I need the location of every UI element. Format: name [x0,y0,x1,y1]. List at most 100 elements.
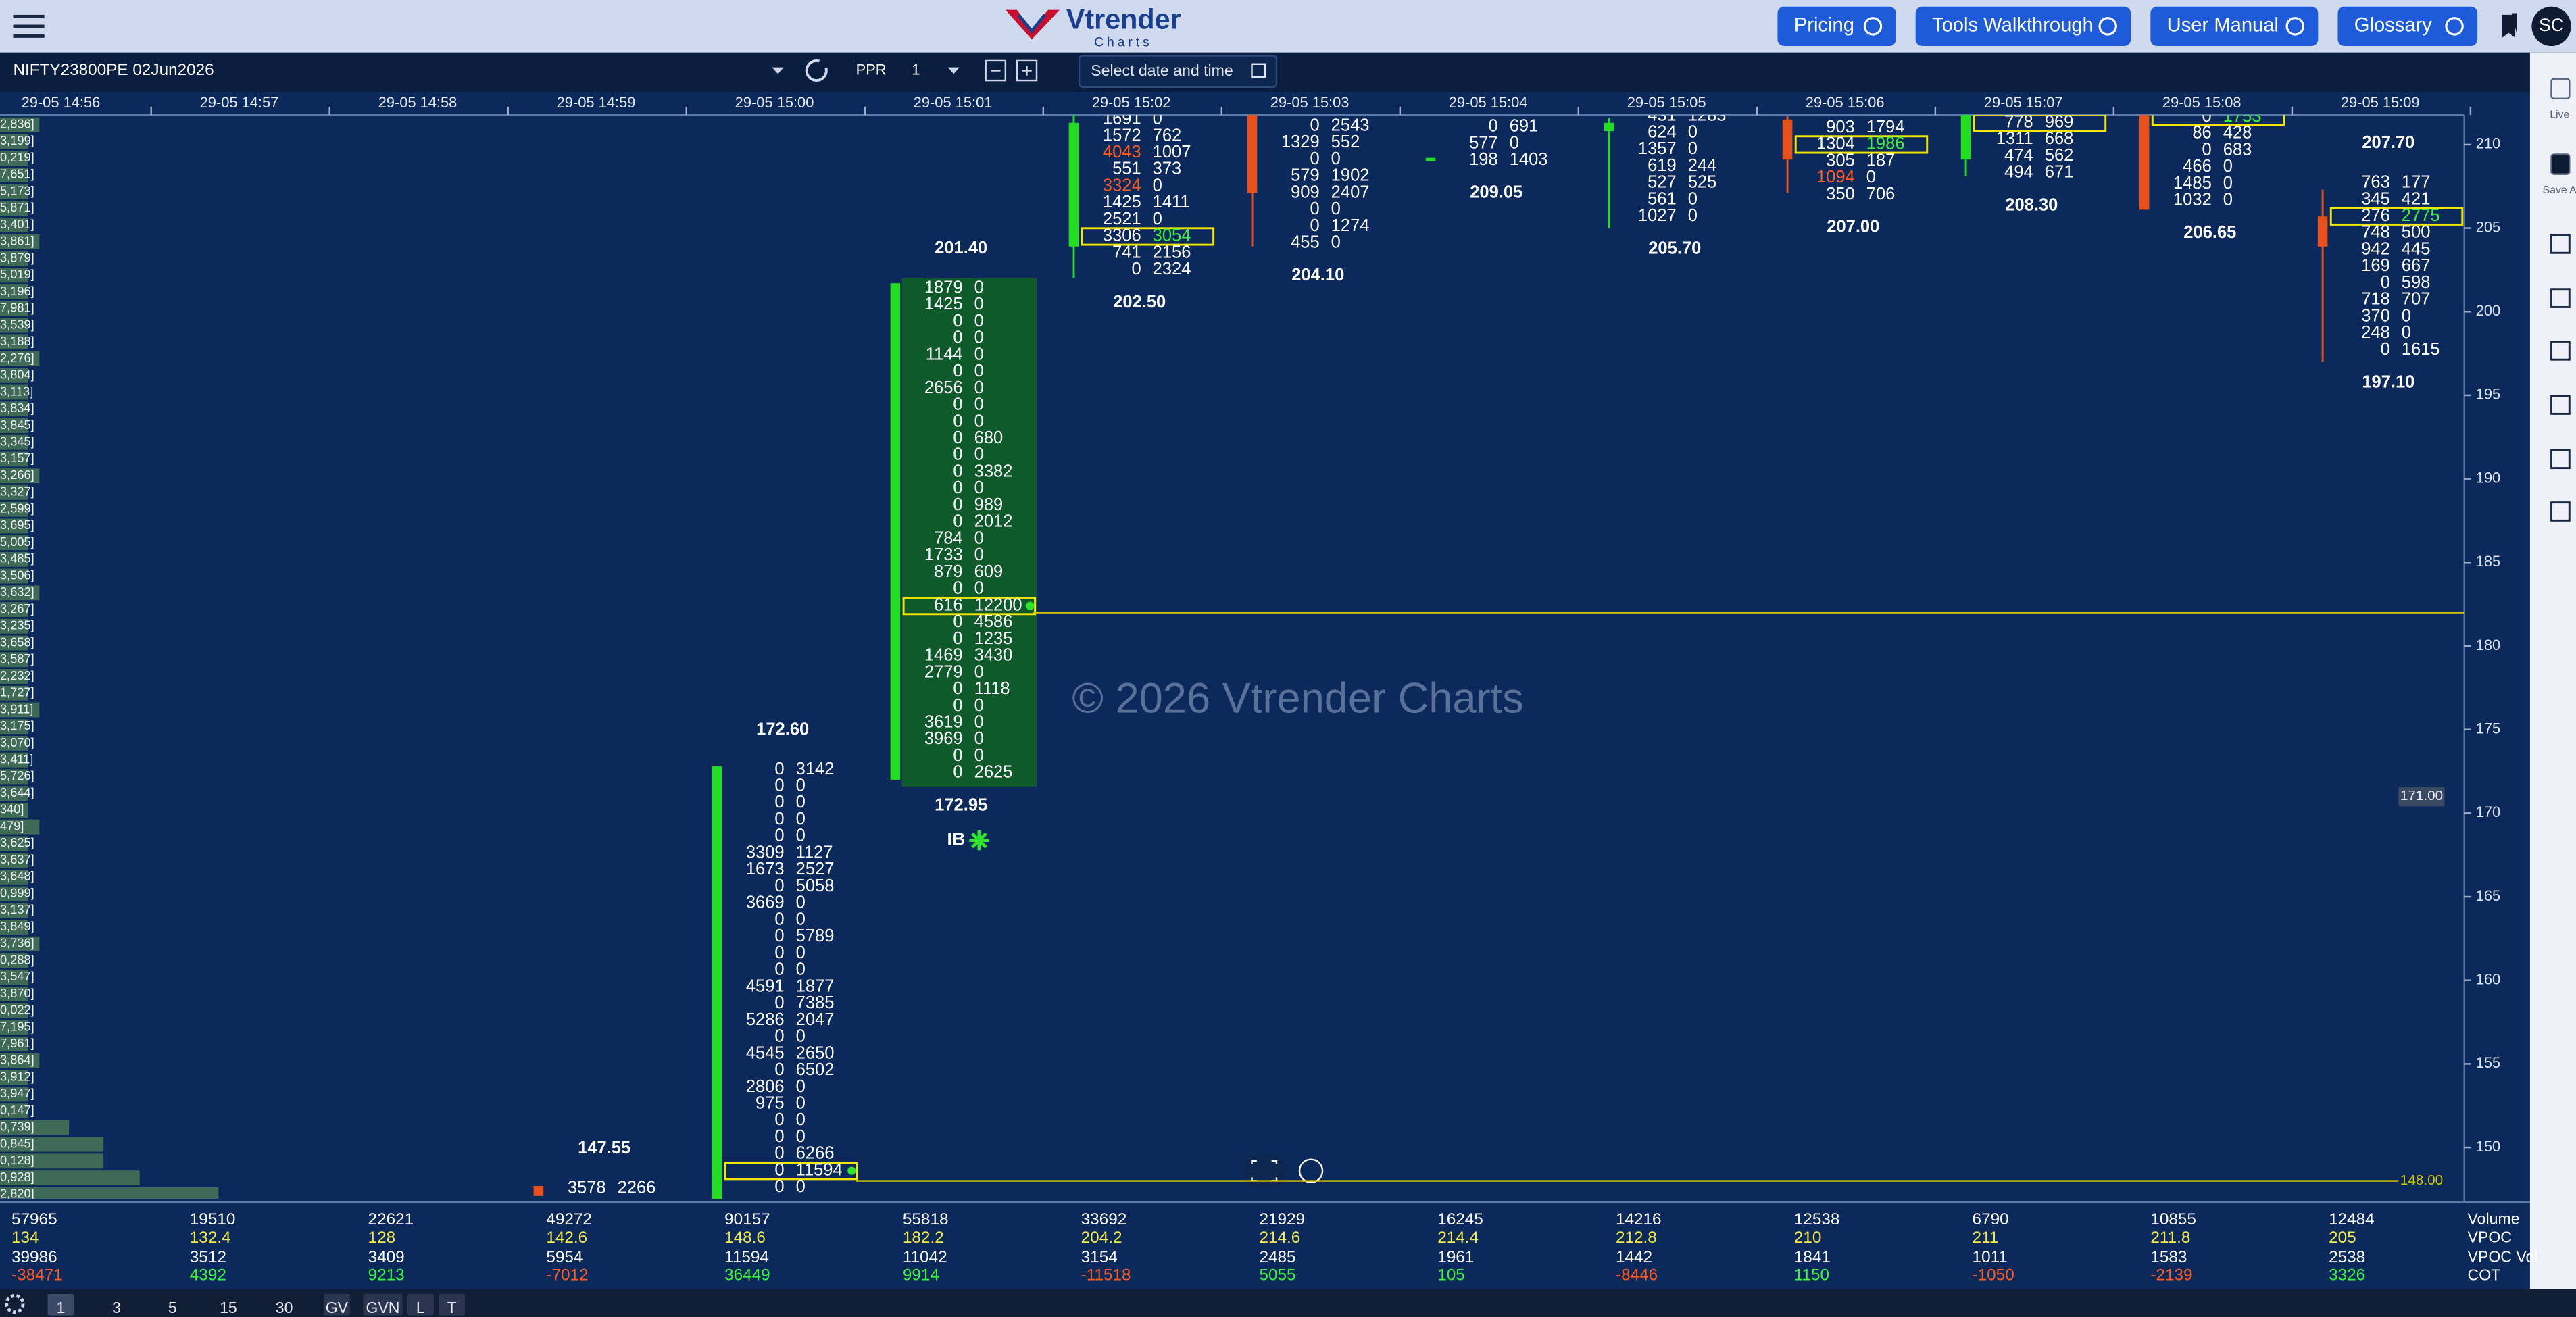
profile-label: 479] [0,819,24,833]
fullscreen-button[interactable] [1243,1154,1287,1188]
sidebar-label[interactable]: Save A [2543,184,2576,196]
header-button[interactable] [2337,6,2478,47]
stat-value: 9213 [368,1266,405,1285]
ask-volume: 3054 [1153,226,1191,245]
profile-label: 5,005] [0,535,34,549]
stat-value: 5055 [1259,1266,1295,1285]
ask-volume: 671 [2045,163,2074,182]
profile-bar [0,1020,28,1035]
stat-value: 10855 [2150,1210,2196,1228]
chart-type[interactable]: PPR [856,61,887,78]
price-tick-label: 170 [2476,803,2500,820]
zoom-out[interactable] [985,59,1007,82]
ask-volume: 668 [2045,129,2074,148]
avatar[interactable] [2531,6,2571,47]
low-label: 204.10 [1291,266,1344,284]
refresh-icon[interactable] [805,59,828,82]
menu-button[interactable] [13,14,45,38]
profile-label: 3,632] [0,585,34,599]
ask-volume: 969 [2045,112,2074,131]
low-label: 172.95 [935,795,987,814]
calendar-icon[interactable] [1251,63,1266,78]
profile-bar [0,652,28,668]
fullscreen-icon [1251,1160,1278,1182]
timeframe-button[interactable]: 15 [220,1299,237,1316]
header-button-label[interactable]: Tools Walkthrough [1932,15,2094,36]
dropdown-icon[interactable] [772,67,784,74]
header-button[interactable] [1777,6,1896,47]
ask-volume: 5058 [796,876,835,895]
timeframe-box[interactable] [323,1293,350,1316]
sidebar-icon[interactable] [2550,78,2571,100]
bid-volume: 1425 [924,295,963,314]
bid-volume: 0 [774,810,784,828]
bid-volume: 1027 [1638,206,1677,225]
low-label: 208.30 [2005,195,2058,214]
zoom-in-icon [1022,66,1032,76]
sidebar-icon[interactable] [2550,501,2571,522]
timeframe-button[interactable]: GVN [366,1299,399,1316]
date-placeholder[interactable]: Select date and time [1091,61,1233,79]
timeframe-button[interactable]: T [447,1299,457,1316]
timeframe-button[interactable]: 1 [57,1299,66,1316]
bid-volume: 0 [953,746,962,765]
sidebar-icon[interactable] [2550,449,2571,470]
bid-volume: 0 [774,1027,784,1046]
bid-volume: 494 [2004,163,2033,182]
stat-value: 21929 [1259,1210,1305,1228]
header-button[interactable] [2150,6,2319,47]
timeframe-button[interactable]: 3 [112,1299,121,1316]
ask-volume: 3142 [796,760,835,778]
date-picker[interactable] [1079,55,1278,89]
profile-label: 3,625] [0,836,34,849]
stat-value: -1050 [1973,1266,2014,1285]
timeframe-button[interactable]: 30 [276,1299,293,1316]
timeframe-box[interactable] [439,1293,466,1316]
ask-volume: 0 [2223,174,2233,193]
profile-bar [0,535,28,551]
reference-label: 148.00 [2400,1172,2443,1188]
profile-label: 0,022] [0,1003,34,1017]
timeframe-box[interactable] [407,1293,434,1316]
timeframe-button[interactable]: GV [326,1299,349,1316]
sidebar-icon[interactable] [2550,153,2571,175]
bid-volume: 4043 [1103,143,1141,161]
bid-volume: 0 [953,763,962,782]
bookmark-icon[interactable] [2502,13,2517,38]
timeframe-box[interactable] [363,1293,403,1316]
stat-value: -2139 [2150,1266,2192,1285]
timeframe-button[interactable]: 5 [168,1299,177,1316]
timeframe-box[interactable] [47,1293,74,1316]
timeframe-button[interactable]: L [416,1299,425,1316]
bid-volume: 527 [1648,173,1677,192]
sidebar-icon[interactable] [2550,395,2571,415]
header-button-label[interactable]: User Manual [2167,15,2279,36]
sidebar-icon[interactable] [2550,341,2571,361]
help-button[interactable] [1298,1158,1324,1183]
sidebar-label[interactable]: Live [2550,109,2569,120]
ask-volume: 2650 [796,1043,835,1062]
header-button-label[interactable]: Pricing [1794,15,1854,36]
time-label: 29-05 15:07 [1984,94,2063,111]
sidebar-icon[interactable] [2550,234,2571,254]
symbol[interactable]: NIFTY23800PE 02Jun2026 [13,61,214,79]
header-button-label[interactable]: Glossary [2354,15,2432,36]
profile-label: 3,695] [0,518,34,532]
ask-volume: 0 [974,312,984,330]
profile-label: 3,157] [0,451,34,465]
bid-volume: 86 [2192,124,2211,143]
zoom-in[interactable] [1016,59,1038,82]
sidebar-icon[interactable] [2550,288,2571,308]
avatar-text[interactable]: SC [2539,15,2564,35]
dropdown-icon[interactable] [947,67,960,74]
poc-box [1973,115,2107,132]
stat-value: 90157 [724,1210,770,1228]
header-button[interactable] [1915,6,2131,47]
profile-label: 3,804] [0,368,34,382]
bid-volume: 0 [774,793,784,812]
profile-bar [0,218,28,233]
ask-volume: 683 [2223,140,2252,159]
bid-volume: 4591 [746,976,785,995]
interval[interactable]: 1 [912,61,920,78]
settings-icon[interactable] [5,1293,25,1314]
